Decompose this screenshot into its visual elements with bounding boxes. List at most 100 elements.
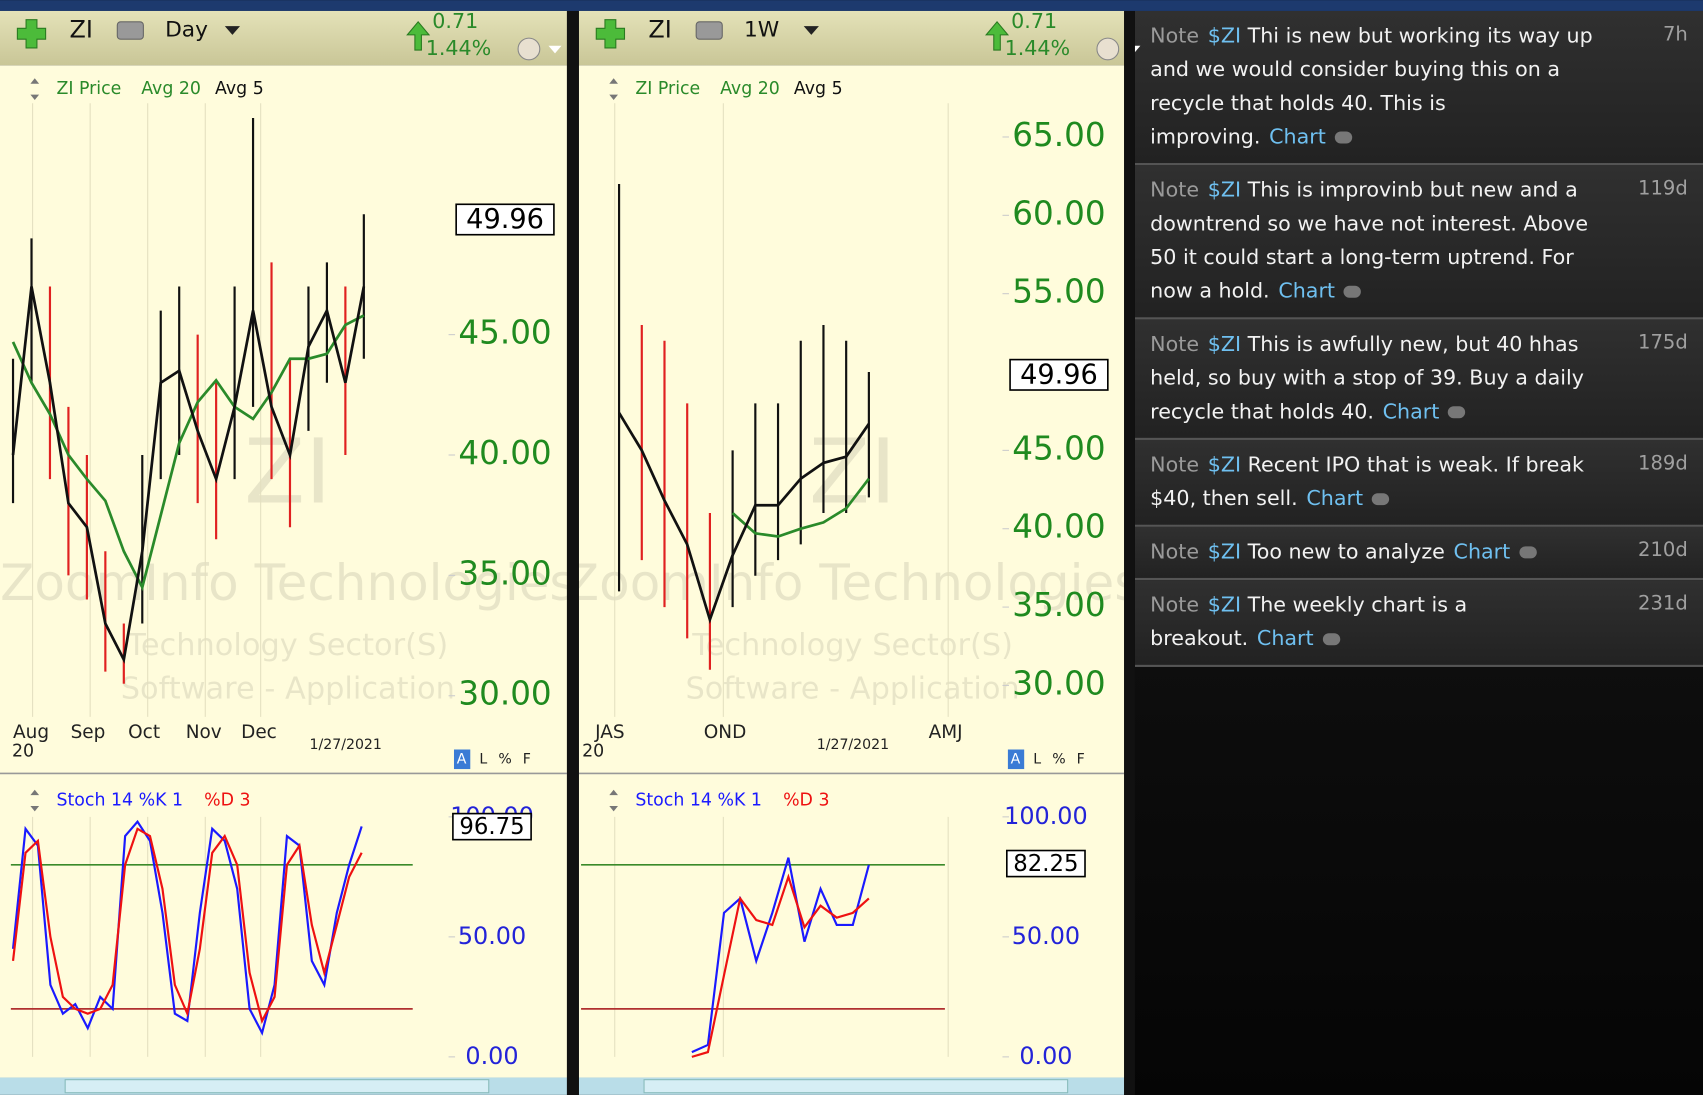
note-link[interactable]: Chart xyxy=(1453,539,1511,564)
color-icon[interactable] xyxy=(517,37,541,61)
move-icon xyxy=(30,789,40,812)
series-line xyxy=(691,857,870,1054)
note-link[interactable]: Chart xyxy=(1269,125,1326,149)
last-value-box xyxy=(452,812,532,841)
scale-button[interactable]: % xyxy=(1052,751,1065,767)
note-link[interactable]: Chart xyxy=(1256,626,1314,651)
scale-button[interactable]: L xyxy=(1033,751,1041,767)
note-symbol[interactable]: $ZI xyxy=(1207,539,1242,564)
comment-icon[interactable] xyxy=(1448,406,1466,419)
comment-icon[interactable] xyxy=(1371,493,1390,506)
price-pane xyxy=(0,65,567,774)
note-label: Note xyxy=(1150,332,1200,357)
note-text: Thi is new but working its way up and we… xyxy=(1150,24,1593,149)
note-link[interactable]: Chart xyxy=(1278,279,1336,304)
note-row: Note $ZI Recent IPO that is weak. If break… xyxy=(1134,439,1703,527)
print-icon[interactable] xyxy=(695,21,723,40)
note-text: This is improvinb but new and a downtren… xyxy=(1150,178,1589,304)
legend-item: %D 3 xyxy=(783,791,829,811)
note-age: 189d xyxy=(1638,451,1688,475)
scale-button[interactable]: L xyxy=(479,751,487,767)
color-icon[interactable] xyxy=(1096,37,1120,61)
series-line xyxy=(11,827,363,1024)
note-symbol[interactable]: $ZI xyxy=(1207,178,1242,203)
note-link[interactable]: Chart xyxy=(1306,486,1364,511)
note-row: Note $ZI Thi is new but working its way up… xyxy=(1134,10,1703,166)
y-tick-label: 60.00 xyxy=(1012,194,1105,232)
legend-item: ZI Price xyxy=(635,79,700,99)
watermark-symbol: ZI xyxy=(809,420,896,524)
x-year: 20 xyxy=(12,742,34,762)
note-label: Note xyxy=(1150,539,1200,564)
note-link[interactable]: Chart xyxy=(1382,399,1440,424)
note-age: 119d xyxy=(1638,177,1688,200)
divider xyxy=(1124,10,1135,1095)
legend-item: Avg 20 xyxy=(141,79,201,99)
legend-item: %D 3 xyxy=(204,791,250,811)
series-line xyxy=(11,819,363,1036)
watermark: ZI ZoomInfo Technologies Technology Sector… xyxy=(579,420,1124,706)
x-label: OND xyxy=(704,722,747,743)
dropdown-arrow[interactable] xyxy=(224,26,241,35)
note-label: Note xyxy=(1150,453,1200,477)
x-label: JAS xyxy=(594,722,624,743)
legend-item: Avg 20 xyxy=(720,79,780,99)
comment-icon[interactable] xyxy=(1322,633,1340,646)
note-age: 7h xyxy=(1662,22,1688,46)
change: 0.71 xyxy=(432,9,478,33)
series-line xyxy=(11,286,366,664)
note-label: Note xyxy=(1150,178,1200,203)
notes-panel: Note $ZI Thi is new but working its way up… xyxy=(1134,10,1703,1095)
series-line xyxy=(617,412,870,624)
scale-button-bg xyxy=(453,749,471,770)
note-row: Note $ZI Too new to analyze Chart 210d xyxy=(1134,526,1703,581)
y-tick-label: 45.00 xyxy=(1012,429,1105,467)
scroll-thumb[interactable] xyxy=(64,1079,490,1094)
note-symbol[interactable]: $ZI xyxy=(1207,332,1242,357)
divider xyxy=(566,10,579,1095)
print-icon[interactable] xyxy=(116,21,144,40)
note-symbol[interactable]: $ZI xyxy=(1207,593,1242,618)
note-symbol[interactable]: $ZI xyxy=(1207,453,1242,477)
price-pane xyxy=(578,65,1125,774)
note-row: Note $ZI The weekly chart is a breakout. Ch… xyxy=(1134,580,1703,667)
note-age: 175d xyxy=(1638,331,1688,355)
header-bar xyxy=(578,10,1125,66)
note-label: Note xyxy=(1150,593,1200,618)
period-select: 1W xyxy=(744,18,779,43)
note-row: Note $ZI This is awfully new, but 40 hhas … xyxy=(1134,319,1703,440)
dropdown-arrow[interactable] xyxy=(548,45,562,54)
move-icon xyxy=(609,78,618,101)
note-symbol[interactable]: $ZI xyxy=(1207,24,1242,48)
y-tick-label: 0.00 xyxy=(465,1042,518,1070)
add-icon[interactable] xyxy=(16,19,47,49)
y-tick-label: 50.00 xyxy=(1012,922,1080,950)
last-price-box xyxy=(1009,358,1109,391)
comment-icon[interactable] xyxy=(1343,285,1362,298)
last-value: 96.75 xyxy=(459,814,524,840)
last-price: 49.96 xyxy=(1020,359,1098,390)
legend-item: Avg 5 xyxy=(215,79,264,99)
move-icon xyxy=(30,78,40,101)
scroll-thumb[interactable] xyxy=(643,1079,1069,1094)
dropdown-arrow[interactable] xyxy=(803,26,819,35)
comment-icon[interactable] xyxy=(1334,131,1352,144)
scale-button[interactable]: A xyxy=(1011,751,1021,767)
watermark-industry: Software - Application xyxy=(685,671,1019,706)
comment-icon[interactable] xyxy=(1518,546,1537,559)
x-label: Oct xyxy=(128,722,160,743)
scale-button[interactable]: F xyxy=(523,751,531,767)
add-icon[interactable] xyxy=(595,19,626,49)
change: 0.71 xyxy=(1011,9,1057,33)
scale-button[interactable]: % xyxy=(498,751,511,767)
change-pct: 1.44% xyxy=(1005,36,1071,60)
scale-button[interactable]: A xyxy=(457,751,467,767)
note-age: 231d xyxy=(1638,592,1688,615)
y-tick-label: 35.00 xyxy=(458,554,551,592)
date-label: 1/27/2021 xyxy=(817,737,889,753)
notes-list: Note $ZI Thi is new but working its way up… xyxy=(1134,10,1703,1095)
x-label: Aug xyxy=(13,722,49,743)
scale-button[interactable]: F xyxy=(1077,751,1085,767)
